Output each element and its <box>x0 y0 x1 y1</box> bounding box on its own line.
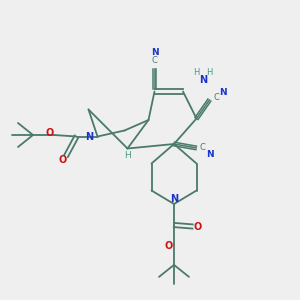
Text: O: O <box>45 128 53 139</box>
Text: H: H <box>124 152 131 160</box>
Text: N: N <box>220 88 227 97</box>
Text: N: N <box>200 75 208 85</box>
Text: N: N <box>206 150 213 159</box>
Text: H: H <box>206 68 212 77</box>
Text: H: H <box>193 68 200 77</box>
Text: O: O <box>164 241 173 251</box>
Text: N: N <box>85 131 93 142</box>
Text: C: C <box>152 56 158 65</box>
Text: N: N <box>170 194 178 204</box>
Text: N: N <box>151 48 158 57</box>
Text: O: O <box>193 221 202 232</box>
Text: C: C <box>200 143 206 152</box>
Text: C: C <box>213 93 219 102</box>
Text: O: O <box>58 155 67 165</box>
